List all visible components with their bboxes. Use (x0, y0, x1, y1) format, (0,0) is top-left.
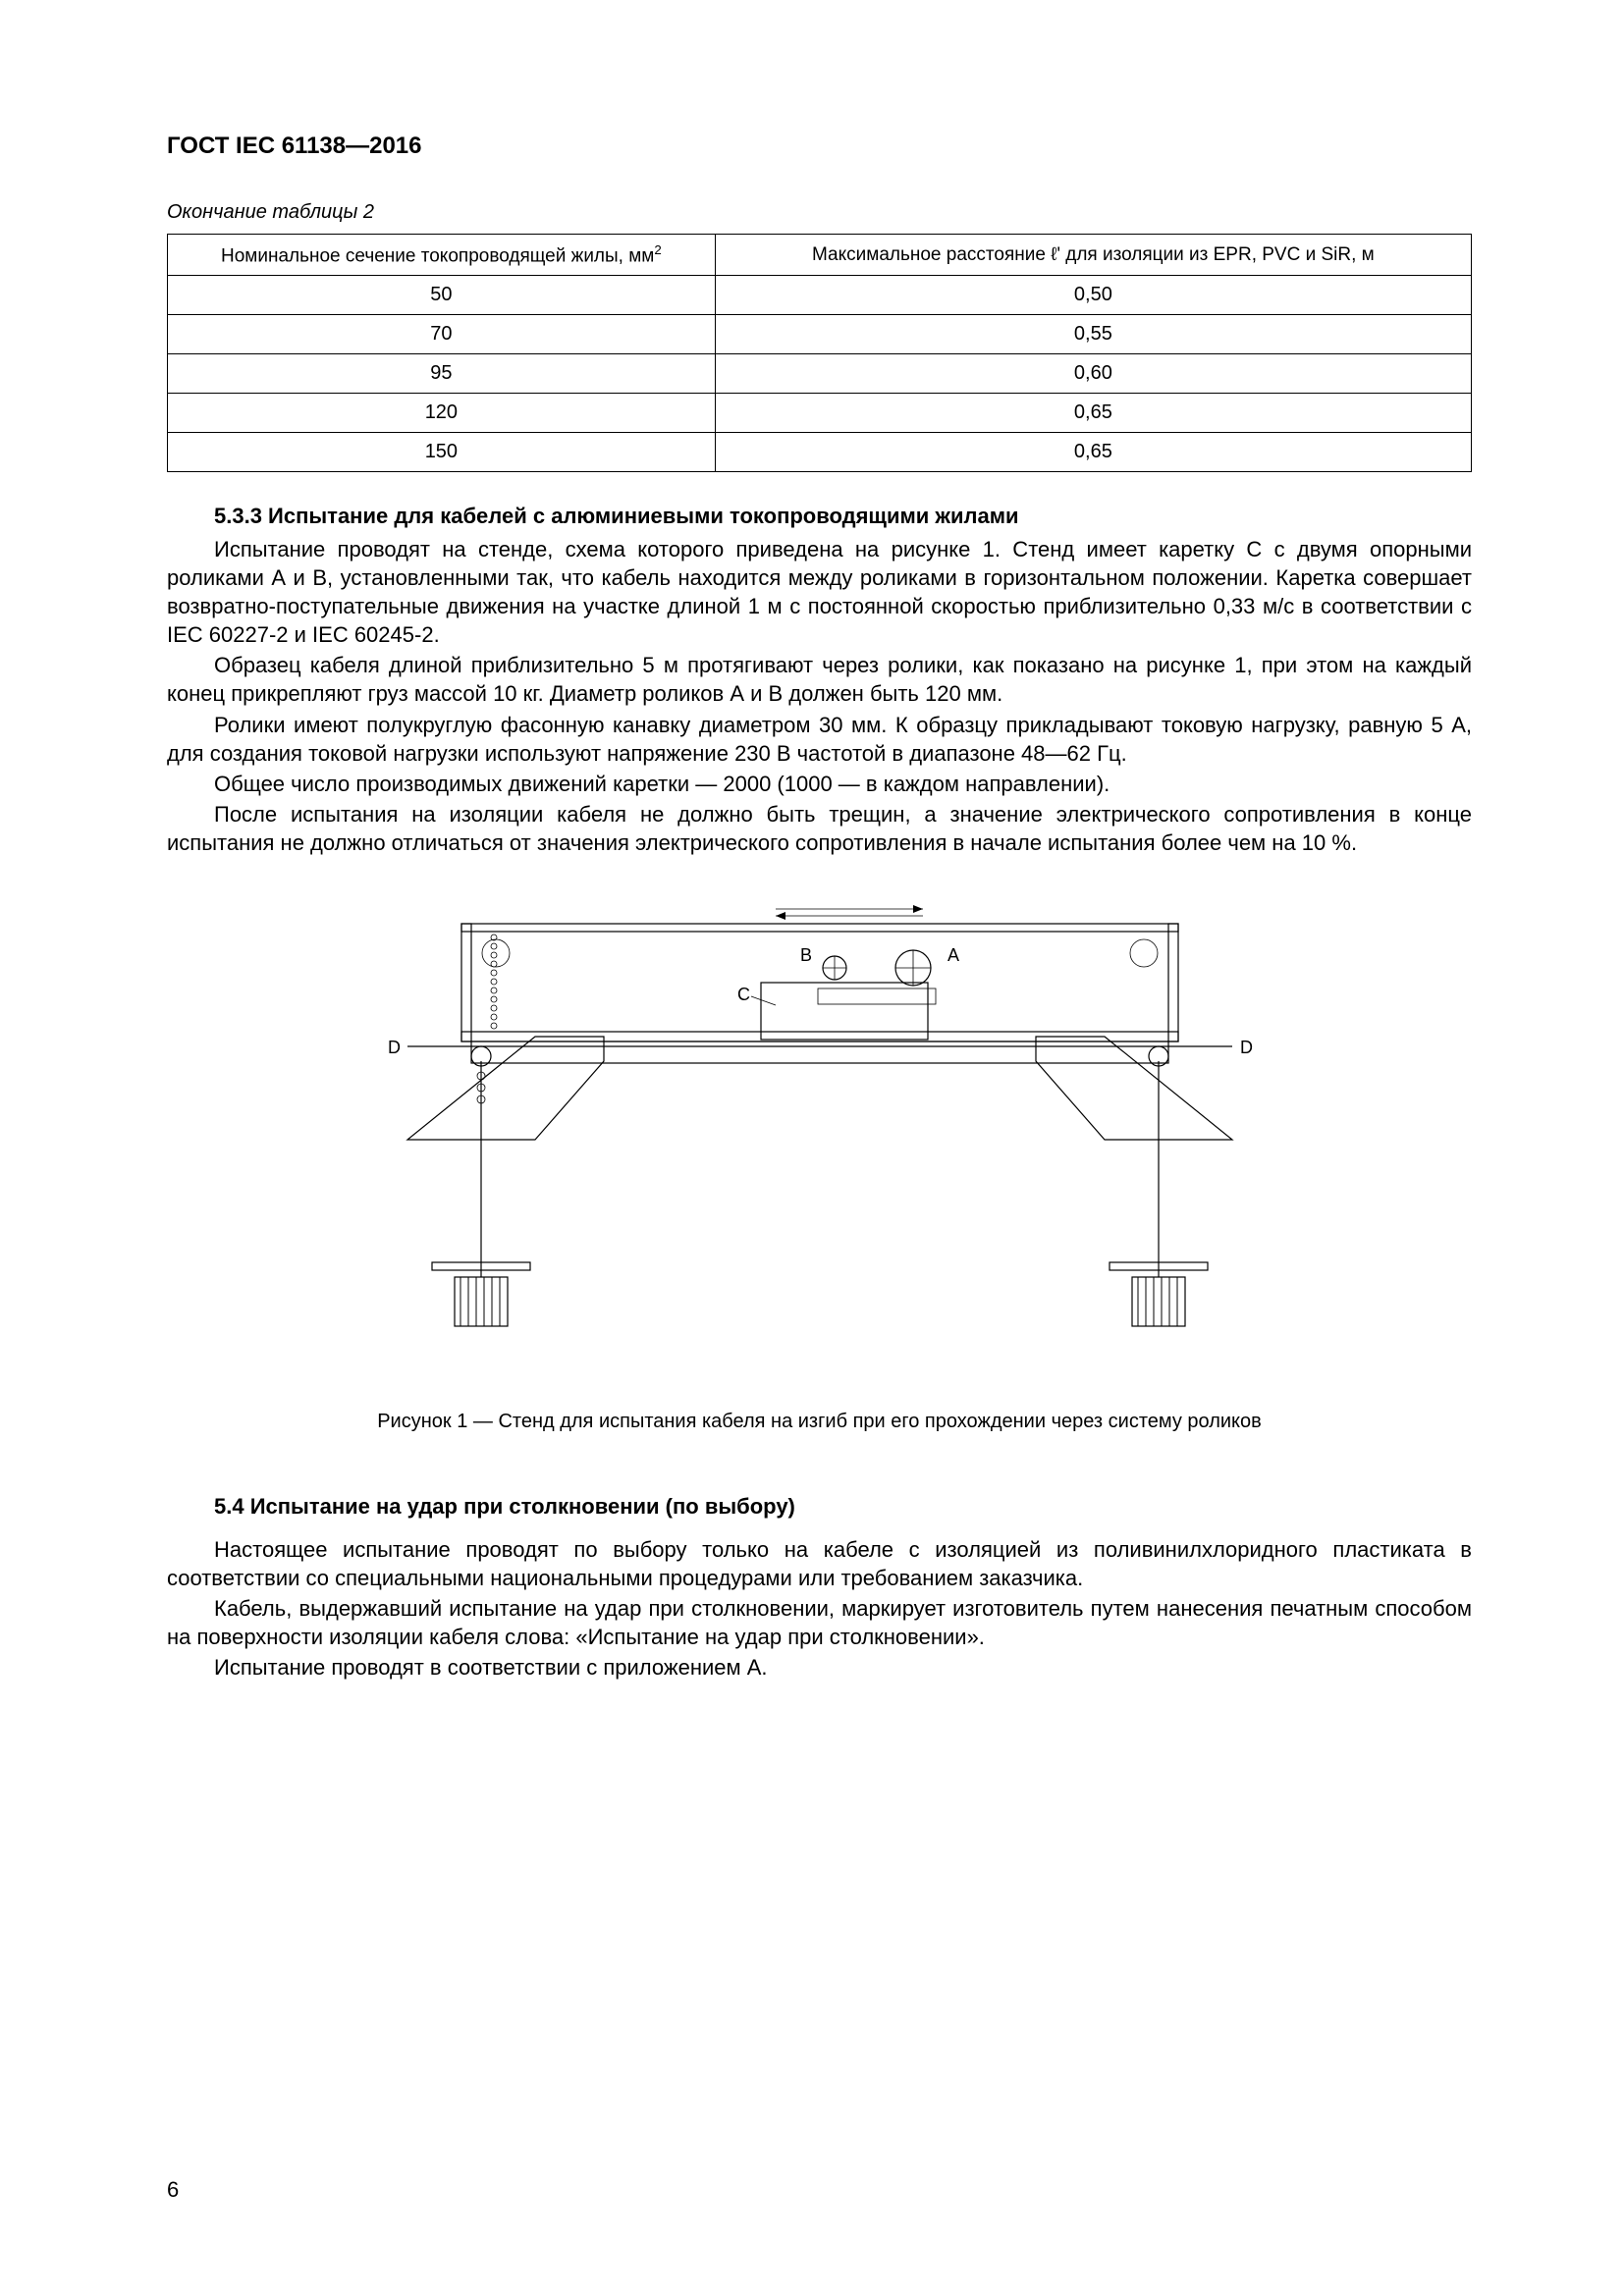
cell: 70 (168, 315, 716, 354)
col1-header-text: Номинальное сечение токопроводящей жилы,… (221, 245, 654, 266)
document-header: ГОСТ IEC 61138—2016 (167, 133, 1472, 160)
section-533-title: 5.3.3 Испытание для кабелей с алюминиевы… (167, 504, 1472, 529)
figure1: A B C D D (167, 894, 1472, 1365)
paragraph: Испытание проводят в соответствии с прил… (167, 1653, 1472, 1682)
paragraph: Образец кабеля длиной приблизительно 5 м… (167, 651, 1472, 708)
paragraph: Испытание проводят на стенде, схема кото… (167, 535, 1472, 649)
cell: 50 (168, 276, 716, 315)
cell: 0,65 (715, 394, 1471, 433)
table2-caption: Окончание таблицы 2 (167, 201, 1472, 224)
cell: 0,65 (715, 433, 1471, 472)
cell: 120 (168, 394, 716, 433)
table2-col2-header: Максимальное расстояние ℓ' для изоляции … (715, 235, 1471, 276)
paragraph: Общее число производимых движений каретк… (167, 770, 1472, 798)
cell: 150 (168, 433, 716, 472)
label-A: A (947, 945, 959, 965)
paragraph: После испытания на изоляции кабеля не до… (167, 800, 1472, 857)
section-54-title: 5.4 Испытание на удар при столкновении (… (167, 1494, 1472, 1520)
cell: 0,55 (715, 315, 1471, 354)
table2-body: 50 0,50 70 0,55 95 0,60 120 0,65 150 0,6… (168, 276, 1472, 472)
table2-header-row: Номинальное сечение токопроводящей жилы,… (168, 235, 1472, 276)
label-C: C (737, 985, 750, 1004)
label-B: B (800, 945, 812, 965)
table-row: 50 0,50 (168, 276, 1472, 315)
label-D-left: D (388, 1038, 401, 1057)
table-row: 150 0,65 (168, 433, 1472, 472)
table2-col1-header: Номинальное сечение токопроводящей жилы,… (168, 235, 716, 276)
cell: 0,60 (715, 354, 1471, 394)
paragraph: Кабель, выдержавший испытание на удар пр… (167, 1594, 1472, 1651)
paragraph: Настоящее испытание проводят по выбору т… (167, 1535, 1472, 1592)
figure1-caption: Рисунок 1 — Стенд для испытания кабеля н… (167, 1411, 1472, 1433)
table-row: 70 0,55 (168, 315, 1472, 354)
page-number: 6 (167, 2177, 179, 2203)
cell: 95 (168, 354, 716, 394)
paragraph: Ролики имеют полукруглую фасонную канавк… (167, 711, 1472, 768)
table-row: 120 0,65 (168, 394, 1472, 433)
table-row: 95 0,60 (168, 354, 1472, 394)
col1-sup: 2 (654, 242, 661, 257)
chain-top-left (491, 934, 497, 1029)
page: ГОСТ IEC 61138—2016 Окончание таблицы 2 … (0, 0, 1624, 2296)
label-D-right: D (1240, 1038, 1253, 1057)
figure1-svg: A B C D D (339, 894, 1301, 1365)
table2: Номинальное сечение токопроводящей жилы,… (167, 234, 1472, 472)
cell: 0,50 (715, 276, 1471, 315)
